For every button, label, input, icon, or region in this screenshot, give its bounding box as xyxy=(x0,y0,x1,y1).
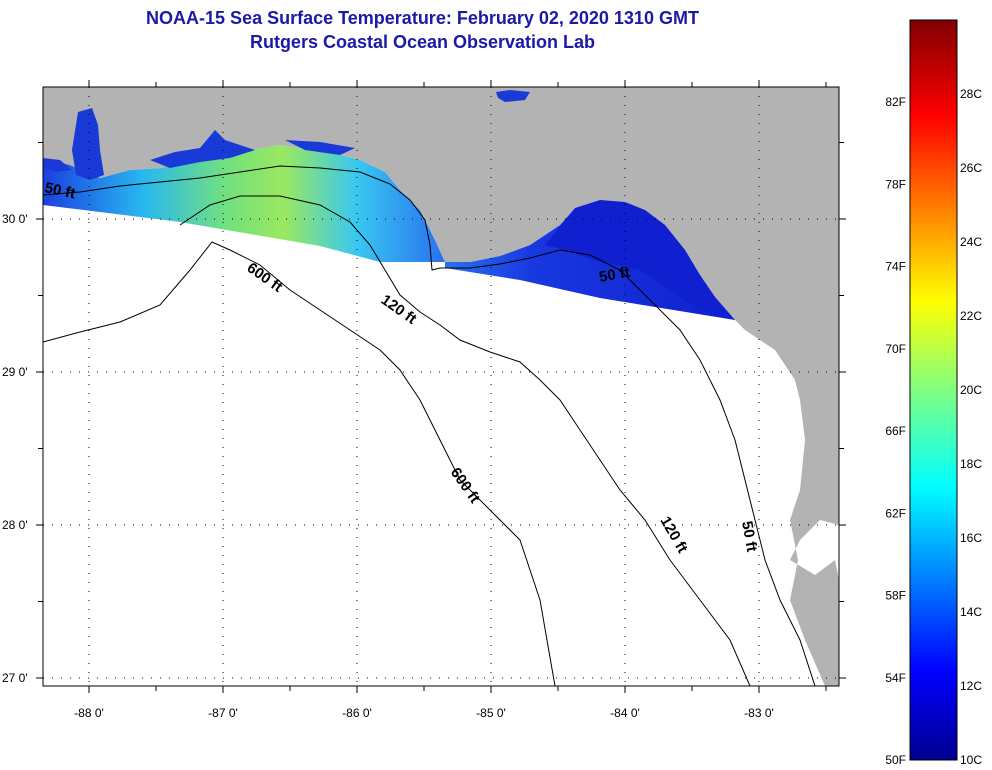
colorbar-celsius-label: 24C xyxy=(960,235,982,249)
land-mass xyxy=(43,87,839,686)
lon-tick-label: -85 0' xyxy=(476,706,506,720)
map-subtitle: Rutgers Coastal Ocean Observation Lab xyxy=(249,32,596,52)
mobile-bay xyxy=(72,108,104,180)
lat-tick-label: 29 0' xyxy=(2,365,28,379)
contour-120ft xyxy=(179,195,751,686)
choctawhatchee-bay xyxy=(285,140,355,155)
colorbar-celsius-label: 26C xyxy=(960,161,982,175)
contour-50ft-west xyxy=(43,165,816,686)
colorbar-fahrenheit-label: 74F xyxy=(885,260,906,274)
colorbar-fahrenheit-label: 70F xyxy=(885,342,906,356)
colorbar-fahrenheit-label: 58F xyxy=(885,589,906,603)
map-title: NOAA-15 Sea Surface Temperature: Februar… xyxy=(146,8,699,28)
map-frame xyxy=(42,86,840,687)
colorbar-fahrenheit-label: 62F xyxy=(885,506,906,520)
contour-label-50ft: 50 ft xyxy=(738,520,760,553)
lon-tick-label: -86 0' xyxy=(342,706,372,720)
colorbar-celsius-label: 12C xyxy=(960,679,982,693)
contour-label-50ft: 50 ft xyxy=(598,264,631,286)
lon-tick-label: -83 0' xyxy=(744,706,774,720)
colorbar-celsius-label: 10C xyxy=(960,753,982,767)
colorbar-celsius-labels: 28C 26C 24C 22C 20C 18C 16C 14C 12C 10C xyxy=(960,87,982,767)
lat-tick-label: 27 0' xyxy=(2,671,28,685)
lon-tick-label: -88 0' xyxy=(74,706,104,720)
west-bay xyxy=(43,158,72,172)
contour-600ft xyxy=(43,241,556,686)
colorbar-celsius-label: 28C xyxy=(960,87,982,101)
sst-coverage-west xyxy=(43,145,445,262)
pensacola-bay xyxy=(150,130,255,168)
lake xyxy=(496,90,530,102)
colorbar-celsius-label: 14C xyxy=(960,605,982,619)
contour-label-50ft: 50 ft xyxy=(43,179,77,202)
colorbar xyxy=(909,19,958,761)
colorbar-fahrenheit-label: 66F xyxy=(885,424,906,438)
colorbar-celsius-label: 22C xyxy=(960,309,982,323)
colorbar-celsius-label: 18C xyxy=(960,457,982,471)
latitude-axis: 30 0' 29 0' 28 0' 27 0' xyxy=(2,142,846,685)
colorbar-fahrenheit-label: 82F xyxy=(885,95,906,109)
lon-tick-label: -84 0' xyxy=(610,706,640,720)
longitude-axis: -88 0' -87 0' -86 0' -85 0' -84 0' -83 0' xyxy=(74,80,827,720)
colorbar-fahrenheit-label: 50F xyxy=(885,753,906,767)
colorbar-celsius-label: 16C xyxy=(960,531,982,545)
colorbar-celsius-label: 20C xyxy=(960,383,982,397)
colorbar-fahrenheit-label: 78F xyxy=(885,177,906,191)
lat-tick-label: 28 0' xyxy=(2,518,28,532)
lon-tick-label: -87 0' xyxy=(208,706,238,720)
apalachee-bay xyxy=(545,200,735,320)
colorbar-fahrenheit-label: 54F xyxy=(885,671,906,685)
graticule xyxy=(43,87,839,686)
lat-tick-label: 30 0' xyxy=(2,212,28,226)
colorbar-fahrenheit-labels: 82F 78F 74F 70F 66F 62F 58F 54F 50F xyxy=(885,95,906,767)
